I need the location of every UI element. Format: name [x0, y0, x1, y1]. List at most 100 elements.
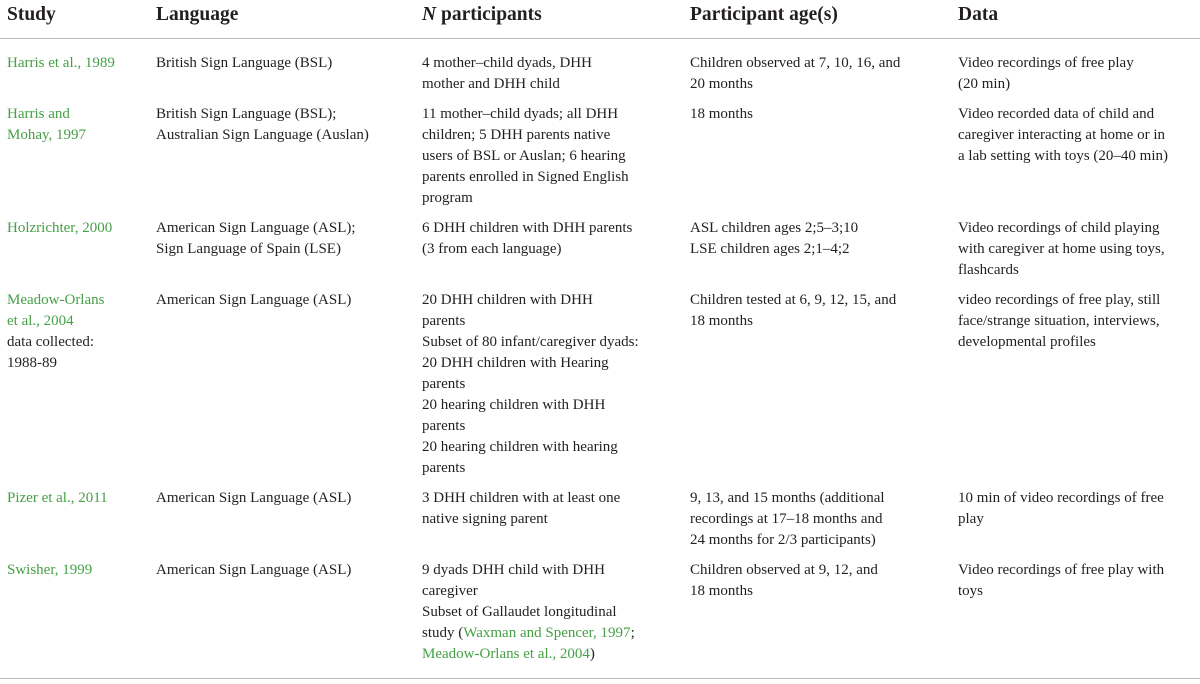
- header-data: Data: [958, 4, 999, 25]
- participants-text: parents: [422, 313, 466, 329]
- study-note: data collected:: [7, 334, 95, 350]
- language-cell: American Sign Language (ASL): [156, 488, 411, 509]
- data-text: Video recordings of free play with: [958, 562, 1165, 578]
- study-link[interactable]: Harris et al., 1989: [7, 55, 115, 71]
- study-note: 1988-89: [7, 355, 57, 371]
- language-text: American Sign Language (ASL): [156, 490, 352, 506]
- data-text: play: [958, 511, 984, 527]
- study-link[interactable]: Pizer et al., 2011: [7, 490, 108, 506]
- language-cell: American Sign Language (ASL): [156, 290, 411, 311]
- age-text: ASL children ages 2;5–3;10: [690, 220, 859, 236]
- study-link[interactable]: Swisher, 1999: [7, 562, 93, 578]
- data-cell: video recordings of free play, still fac…: [958, 290, 1196, 353]
- age-cell: Children observed at 9, 12, and 18 month…: [690, 560, 940, 602]
- data-text: with caregiver at home using toys,: [958, 241, 1165, 257]
- participants-text: 11 mother–child dyads; all DHH: [422, 106, 619, 122]
- participants-text: program: [422, 190, 473, 206]
- language-cell: British Sign Language (BSL); Australian …: [156, 104, 411, 146]
- study-cell: Holzrichter, 2000: [7, 218, 145, 239]
- participants-text: 20 hearing children with hearing: [422, 439, 618, 455]
- participants-text: parents: [422, 460, 466, 476]
- participants-cell: 11 mother–child dyads; all DHH children;…: [422, 104, 680, 209]
- data-text: Video recordings of free play: [958, 55, 1134, 71]
- language-text: British Sign Language (BSL): [156, 55, 333, 71]
- age-text: Children observed at 7, 10, 16, and: [690, 55, 901, 71]
- participants-text: users of BSL or Auslan; 6 hearing: [422, 148, 626, 164]
- participants-text: 20 DHH children with Hearing: [422, 355, 609, 371]
- age-cell: Children observed at 7, 10, 16, and 20 m…: [690, 53, 940, 95]
- data-cell: Video recordings of free play with toys: [958, 560, 1196, 602]
- language-cell: American Sign Language (ASL); Sign Langu…: [156, 218, 411, 260]
- header-language: Language: [156, 4, 239, 25]
- age-cell: 18 months: [690, 104, 940, 125]
- data-text: Video recordings of child playing: [958, 220, 1160, 236]
- data-text: Video recorded data of child and: [958, 106, 1155, 122]
- participants-text-prefix: study (: [422, 625, 464, 641]
- data-cell: 10 min of video recordings of free play: [958, 488, 1196, 530]
- data-cell: Video recordings of child playing with c…: [958, 218, 1196, 281]
- participants-cell: 20 DHH children with DHH parents Subset …: [422, 290, 680, 479]
- age-text: 24 months for 2/3 participants): [690, 532, 876, 548]
- participants-text: 20 hearing children with DHH: [422, 397, 606, 413]
- participants-text: 4 mother–child dyads, DHH: [422, 55, 592, 71]
- data-cell: Video recorded data of child and caregiv…: [958, 104, 1196, 167]
- participants-text: native signing parent: [422, 511, 548, 527]
- header-age: Participant age(s): [690, 4, 838, 25]
- study-link[interactable]: Meadow-Orlans: [7, 292, 105, 308]
- participants-text: parents: [422, 376, 466, 392]
- data-cell: Video recordings of free play (20 min): [958, 53, 1196, 95]
- data-text: toys: [958, 583, 984, 599]
- header-study: Study: [7, 4, 56, 25]
- participants-text: mother and DHH child: [422, 76, 560, 92]
- study-cell: Harris et al., 1989: [7, 53, 145, 74]
- data-text: 10 min of video recordings of free: [958, 490, 1164, 506]
- participants-text: Subset of 80 infant/caregiver dyads:: [422, 334, 639, 350]
- age-cell: Children tested at 6, 9, 12, 15, and 18 …: [690, 290, 940, 332]
- participants-text: 20 DHH children with DHH: [422, 292, 593, 308]
- language-text: American Sign Language (ASL): [156, 562, 352, 578]
- participants-text: caregiver: [422, 583, 478, 599]
- study-cell: Harris and Mohay, 1997: [7, 104, 145, 146]
- language-text: American Sign Language (ASL): [156, 292, 352, 308]
- participants-text: 6 DHH children with DHH parents: [422, 220, 633, 236]
- study-link[interactable]: Holzrichter, 2000: [7, 220, 113, 236]
- language-text: Sign Language of Spain (LSE): [156, 241, 341, 257]
- language-text: American Sign Language (ASL);: [156, 220, 356, 236]
- age-text: 18 months: [690, 106, 753, 122]
- header-participants: N participants: [422, 0, 542, 30]
- age-cell: 9, 13, and 15 months (additional recordi…: [690, 488, 940, 551]
- age-text: 20 months: [690, 76, 753, 92]
- data-text: a lab setting with toys (20–40 min): [958, 148, 1168, 164]
- age-text: Children tested at 6, 9, 12, 15, and: [690, 292, 897, 308]
- data-text: flashcards: [958, 262, 1019, 278]
- study-cell: Pizer et al., 2011: [7, 488, 145, 509]
- participants-text: 9 dyads DHH child with DHH: [422, 562, 605, 578]
- study-cell: Meadow-Orlans et al., 2004 data collecte…: [7, 290, 145, 374]
- participants-text: study (Waxman and Spencer, 1997;: [422, 623, 680, 644]
- table-bottom-rule: [0, 678, 1200, 679]
- participants-cell: 4 mother–child dyads, DHH mother and DHH…: [422, 53, 680, 95]
- participants-cell: 6 DHH children with DHH parents (3 from …: [422, 218, 680, 260]
- study-link[interactable]: Harris and: [7, 106, 70, 122]
- study-link[interactable]: et al., 2004: [7, 313, 74, 329]
- study-link[interactable]: Mohay, 1997: [7, 127, 87, 143]
- language-text: Australian Sign Language (Auslan): [156, 127, 369, 143]
- language-cell: British Sign Language (BSL): [156, 53, 411, 74]
- citation-link[interactable]: Waxman and Spencer, 1997: [463, 625, 631, 641]
- participants-cell: 9 dyads DHH child with DHH caregiver Sub…: [422, 560, 680, 665]
- language-cell: American Sign Language (ASL): [156, 560, 411, 581]
- data-text: (20 min): [958, 76, 1011, 92]
- participants-cell: 3 DHH children with at least one native …: [422, 488, 680, 530]
- participants-text: 3 DHH children with at least one: [422, 490, 621, 506]
- citation-link[interactable]: Meadow-Orlans et al., 2004: [422, 646, 590, 662]
- data-text: caregiver interacting at home or in: [958, 127, 1165, 143]
- participants-text: (3 from each language): [422, 241, 562, 257]
- study-cell: Swisher, 1999: [7, 560, 145, 581]
- age-text: 18 months: [690, 313, 753, 329]
- data-text: video recordings of free play, still: [958, 292, 1161, 308]
- participants-text-suffix: ): [589, 646, 595, 662]
- header-participants-label: participants: [436, 4, 542, 25]
- age-text: LSE children ages 2;1–4;2: [690, 241, 850, 257]
- participants-text: Meadow-Orlans et al., 2004): [422, 644, 680, 665]
